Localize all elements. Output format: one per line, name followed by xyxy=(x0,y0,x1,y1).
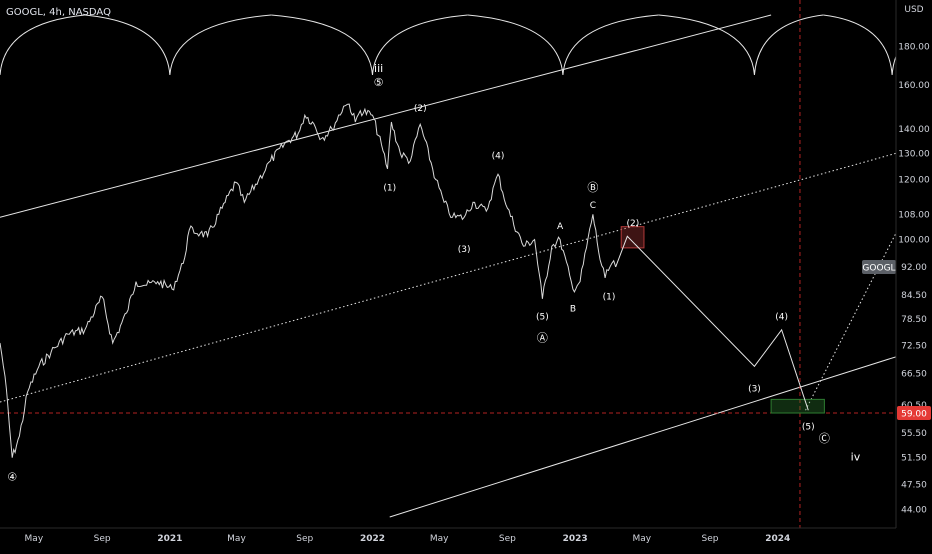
last-price-label: GOOGL xyxy=(862,263,895,273)
y-tick-label: 47.50 xyxy=(901,480,927,490)
symbol-title: GOOGL, 4h, NASDAQ xyxy=(6,7,111,18)
y-tick-label: 130.00 xyxy=(898,149,930,159)
price-series xyxy=(0,103,617,458)
wave-label: C xyxy=(590,201,596,211)
cycle-arc xyxy=(84,14,272,75)
wave-label: (2) xyxy=(414,104,427,114)
wave-label: (5) xyxy=(536,313,549,323)
wave-label: Ⓒ xyxy=(819,432,830,445)
y-tick-label: 72.50 xyxy=(901,341,927,351)
cycle-arc xyxy=(271,14,468,75)
wave-label: (3) xyxy=(748,384,761,394)
wave-label: (1) xyxy=(603,292,616,302)
cycle-arc xyxy=(658,14,824,75)
x-tick-label: 2024 xyxy=(765,534,790,544)
wave-label: Ⓐ xyxy=(537,332,548,345)
wave-label: (3) xyxy=(458,245,471,255)
price-axis: USD 180.00 160.00 140.00 130.00 120.00 108.00 1… xyxy=(896,0,932,550)
y-tick-label: 60.50 xyxy=(901,401,927,411)
last-price-badge xyxy=(862,259,896,274)
x-tick-label: 2021 xyxy=(157,534,182,544)
x-tick-label: May xyxy=(25,534,44,544)
cycle-arc xyxy=(0,14,85,75)
x-tick-label: Sep xyxy=(702,534,719,544)
wave-label: A xyxy=(557,222,564,232)
projection-path xyxy=(615,235,809,411)
wave-label: ⑤ xyxy=(374,76,384,89)
target-zone-green xyxy=(770,398,825,414)
target-zone-red xyxy=(620,226,645,249)
x-tick-label: May xyxy=(430,534,449,544)
y-tick-label: 180.00 xyxy=(898,42,930,52)
wave-label: (2) xyxy=(626,219,639,229)
x-tick-label: May xyxy=(632,534,651,544)
x-tick-label: 2022 xyxy=(360,534,385,544)
y-tick-label: 108.00 xyxy=(898,210,930,220)
currency-label: USD xyxy=(904,5,923,15)
wave-label: (4) xyxy=(492,151,505,161)
x-tick-label: May xyxy=(227,534,246,544)
y-tick-label: 51.50 xyxy=(901,454,927,464)
wave-label: iii xyxy=(374,62,383,75)
y-tick-label: 66.50 xyxy=(901,370,927,380)
price-axis-bg xyxy=(896,0,932,550)
wave-label: (5) xyxy=(802,423,815,433)
y-tick-label: 78.50 xyxy=(901,315,927,325)
cycle-arc xyxy=(467,14,659,75)
y-tick-label: 55.50 xyxy=(901,429,927,439)
y-tick-label: 92.00 xyxy=(901,263,927,273)
trend-line-solid xyxy=(0,14,772,218)
x-tick-label: 2023 xyxy=(563,534,588,544)
crosshair-price-label: 59.00 xyxy=(901,410,927,420)
wave-label: (1) xyxy=(383,183,396,193)
trend-line-dotted xyxy=(805,232,896,411)
trend-line-solid xyxy=(389,356,896,518)
wave-label: ④ xyxy=(7,470,17,483)
wave-label: iv xyxy=(851,451,861,464)
y-tick-label: 120.00 xyxy=(898,176,930,186)
y-tick-label: 84.50 xyxy=(901,291,927,301)
x-tick-label: Sep xyxy=(499,534,516,544)
time-axis-bg xyxy=(0,528,932,550)
y-tick-label: 140.00 xyxy=(898,125,930,135)
wave-label: (4) xyxy=(775,313,788,323)
x-tick-label: Sep xyxy=(296,534,313,544)
y-tick-label: 44.00 xyxy=(901,505,927,515)
y-tick-label: 160.00 xyxy=(898,81,930,91)
wave-label: Ⓑ xyxy=(587,181,598,194)
wave-label: B xyxy=(570,304,576,314)
crosshair-price-badge xyxy=(897,406,931,421)
trend-line-dotted xyxy=(0,152,896,403)
y-tick-label: 100.00 xyxy=(898,236,930,246)
cycle-arc xyxy=(823,14,896,75)
x-tick-label: Sep xyxy=(94,534,111,544)
